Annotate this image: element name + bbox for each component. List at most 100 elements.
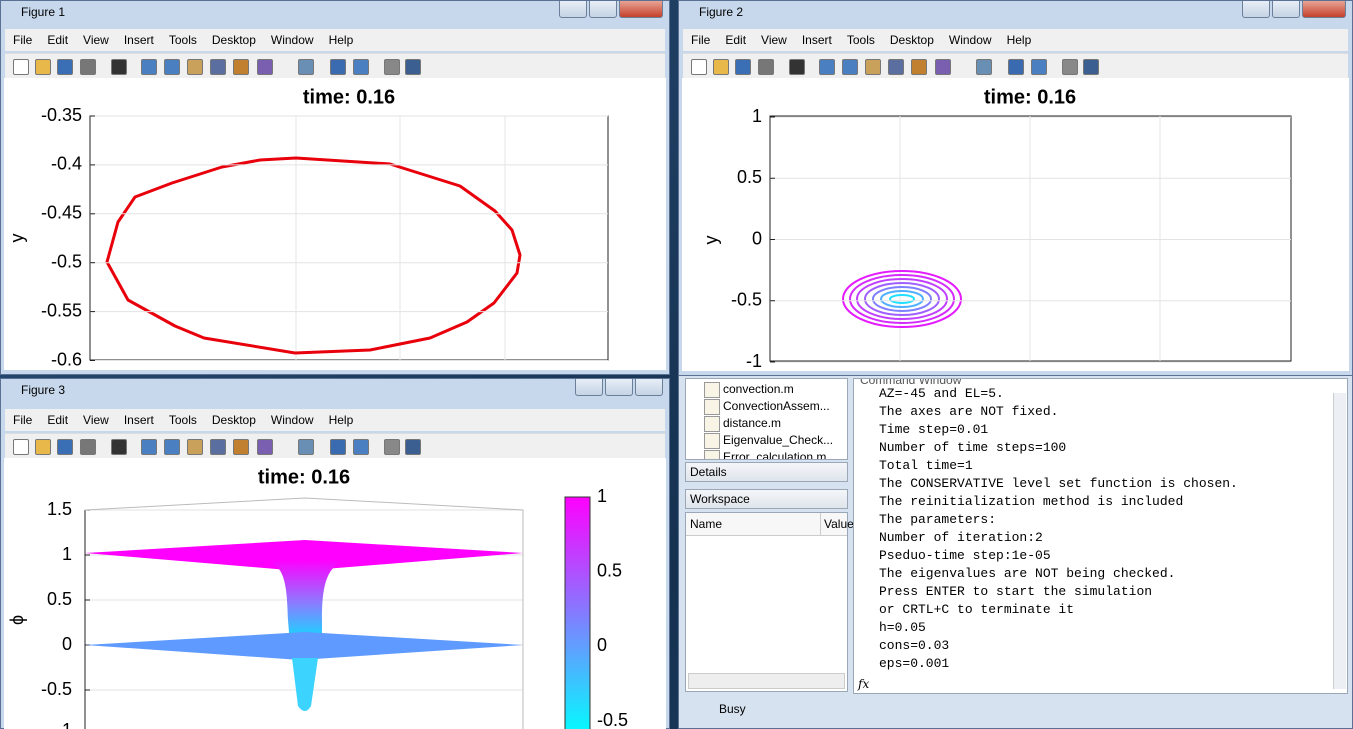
menu-item[interactable]: Insert [801, 33, 832, 47]
menu-item[interactable]: Help [1006, 33, 1032, 47]
menu-item[interactable]: Edit [47, 413, 69, 427]
toolbar [683, 53, 1348, 78]
menu-item[interactable]: Insert [123, 413, 154, 427]
tool-button[interactable] [330, 59, 346, 75]
menu-item[interactable]: Tools [168, 413, 197, 427]
tool-button[interactable] [187, 59, 203, 75]
menu-item[interactable]: Edit [725, 33, 747, 47]
menu-item[interactable]: Desktop [211, 33, 256, 47]
tool-button[interactable] [187, 439, 203, 455]
tool-button[interactable] [257, 59, 273, 75]
menu-item[interactable]: File [13, 413, 33, 427]
menu-item[interactable]: Help [328, 413, 354, 427]
tool-button[interactable] [1008, 59, 1024, 75]
tool-button[interactable] [210, 59, 226, 75]
column-name[interactable]: Name [690, 517, 723, 531]
window-buttons[interactable] [559, 1, 663, 18]
tool-button[interactable] [735, 59, 751, 75]
tool-button[interactable] [691, 59, 707, 75]
tool-button[interactable] [298, 59, 314, 75]
figure-canvas [4, 458, 666, 729]
tool-button[interactable] [384, 59, 400, 75]
tool-button[interactable] [233, 439, 249, 455]
file-item[interactable]: Eigenvalue_Check... [723, 433, 834, 447]
scrollbar[interactable] [688, 673, 845, 689]
tool-button[interactable] [57, 59, 73, 75]
menu-item[interactable]: View [83, 33, 109, 47]
tool-button[interactable] [1062, 59, 1078, 75]
menu-item[interactable]: Help [328, 33, 354, 47]
tool-button[interactable] [298, 439, 314, 455]
menu-item[interactable]: Tools [846, 33, 875, 47]
tool-button[interactable] [13, 439, 29, 455]
tool-button[interactable] [789, 59, 805, 75]
tool-button[interactable] [111, 439, 127, 455]
tool-button[interactable] [257, 439, 273, 455]
tool-button[interactable] [164, 59, 180, 75]
tool-button[interactable] [35, 59, 51, 75]
tool-button[interactable] [13, 59, 29, 75]
tool-button[interactable] [1083, 59, 1099, 75]
tool-button[interactable] [911, 59, 927, 75]
menu-item[interactable]: Desktop [889, 33, 934, 47]
file-icon [704, 416, 720, 432]
tool-button[interactable] [353, 439, 369, 455]
menu-item[interactable]: View [761, 33, 787, 47]
menu-item[interactable]: Edit [47, 33, 69, 47]
menu-item[interactable]: File [691, 33, 711, 47]
tool-button[interactable] [233, 59, 249, 75]
menu-item[interactable]: Window [270, 413, 314, 427]
menu-item[interactable]: Desktop [211, 413, 256, 427]
tool-button[interactable] [141, 439, 157, 455]
tool-button[interactable] [976, 59, 992, 75]
workspace-header[interactable]: Workspace [685, 489, 848, 509]
tool-button[interactable] [1031, 59, 1047, 75]
tool-button[interactable] [842, 59, 858, 75]
tool-button[interactable] [80, 59, 96, 75]
tool-button[interactable] [111, 59, 127, 75]
tool-button[interactable] [210, 439, 226, 455]
tool-button[interactable] [384, 439, 400, 455]
tool-button[interactable] [57, 439, 73, 455]
tool-button[interactable] [819, 59, 835, 75]
tool-button[interactable] [141, 59, 157, 75]
menu-item[interactable]: Window [948, 33, 992, 47]
column-value[interactable]: Value [820, 513, 854, 535]
file-item[interactable]: convection.m [723, 382, 794, 396]
tool-button[interactable] [865, 59, 881, 75]
file-item[interactable]: distance.m [723, 416, 782, 430]
menu-item[interactable]: View [83, 413, 109, 427]
tool-button[interactable] [353, 59, 369, 75]
menu-item[interactable]: Tools [168, 33, 197, 47]
tool-button[interactable] [35, 439, 51, 455]
command-line: The CONSERVATIVE level set function is c… [879, 476, 1238, 491]
menu-item[interactable]: Insert [123, 33, 154, 47]
details-header[interactable]: Details [685, 462, 848, 482]
tool-button[interactable] [330, 439, 346, 455]
scrollbar[interactable] [1333, 393, 1346, 689]
window-title: Figure 3 [21, 383, 66, 397]
tool-button[interactable] [935, 59, 951, 75]
tool-button[interactable] [713, 59, 729, 75]
window-buttons[interactable] [575, 379, 663, 396]
tool-button[interactable] [758, 59, 774, 75]
tool-button[interactable] [405, 439, 421, 455]
command-line: The reinitialization method is included [879, 494, 1184, 509]
file-item[interactable]: Error_calculation.m [723, 450, 827, 460]
file-item[interactable]: ConvectionAssem... [723, 399, 830, 413]
tool-button[interactable] [164, 439, 180, 455]
tool-button[interactable] [80, 439, 96, 455]
menu-item[interactable]: Window [270, 33, 314, 47]
command-line: cons=0.03 [879, 638, 950, 653]
tool-button[interactable] [405, 59, 421, 75]
colorbar-tick-label: -0.5 [597, 710, 628, 729]
y-axis-label: y [7, 234, 27, 243]
y-tick-label: 1 [752, 106, 762, 126]
menu-bar: File Edit View Insert Tools Desktop Window Help [5, 409, 665, 431]
y-tick-label: -0.35 [41, 105, 82, 125]
menu-item[interactable]: File [13, 33, 33, 47]
workspace: Name Value [685, 512, 854, 692]
tool-button[interactable] [888, 59, 904, 75]
window-buttons[interactable] [1242, 1, 1346, 18]
